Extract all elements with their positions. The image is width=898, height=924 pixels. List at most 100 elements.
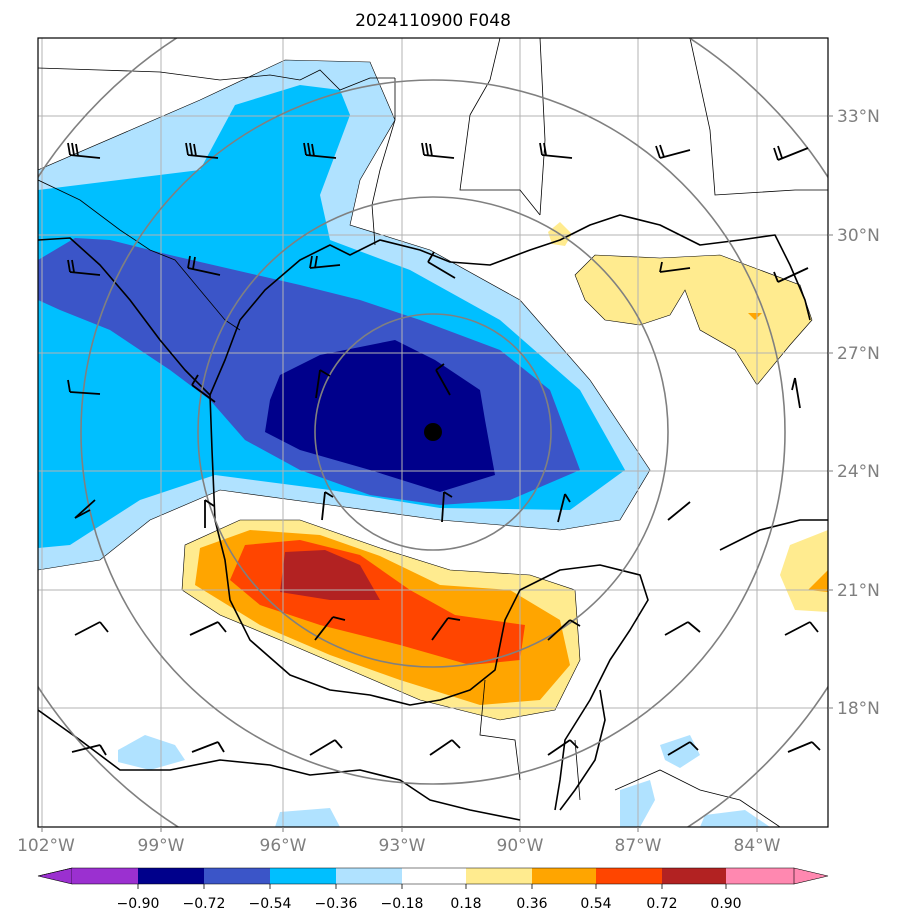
wind-barb — [427, 251, 456, 279]
shade-firebrick — [280, 550, 380, 600]
map-area — [38, 38, 828, 827]
wind-barbs — [67, 142, 821, 756]
colorbar-bin — [662, 868, 726, 884]
colorbar-bin — [72, 868, 138, 884]
wind-barb — [667, 741, 699, 756]
map-title: 2024110900 F048 — [355, 11, 511, 31]
border-tx-ok — [38, 67, 395, 91]
wind-barb — [315, 369, 331, 399]
shade-dark-navy — [265, 340, 495, 492]
wind-barb — [185, 142, 219, 159]
coastline-gulf — [38, 214, 811, 396]
wind-barb — [787, 741, 821, 753]
colorbar-bin — [138, 868, 204, 884]
wind-barb — [321, 491, 334, 521]
wind-barb — [435, 363, 451, 396]
colorbar-tick-label: 0.54 — [580, 896, 611, 912]
wind-barb — [309, 255, 341, 269]
border-mexico-us — [38, 179, 241, 331]
state-borders — [38, 38, 828, 827]
shade-yellow-east — [780, 530, 828, 612]
colorbar-under-arrow — [37, 867, 73, 885]
wind-barb — [655, 144, 691, 159]
wind-barb — [791, 377, 801, 409]
range-rings — [38, 38, 828, 827]
wind-barb — [303, 142, 337, 159]
colorbar-tick-label: −0.90 — [117, 896, 160, 912]
wind-barb — [191, 741, 225, 753]
colorbar-bin — [532, 868, 596, 884]
lon-label-96w: 96°W — [260, 836, 307, 856]
wind-barb — [547, 619, 581, 641]
wind-barb — [309, 739, 343, 756]
shade-orange-ne — [748, 313, 762, 320]
coastline-cuba — [719, 519, 828, 551]
colorbar-tick-label: 0.72 — [646, 896, 677, 912]
lat-label-24n: 24°N — [837, 462, 880, 482]
border-al-ga — [689, 38, 828, 196]
shade-orange-east — [808, 570, 828, 592]
wind-barb — [187, 255, 221, 276]
lon-label-93w: 93°W — [379, 836, 426, 856]
wind-barb — [67, 259, 101, 276]
lon-label-99w: 99°W — [138, 836, 185, 856]
range-ring-3 — [80, 79, 786, 785]
colorbar-tick-label: −0.18 — [381, 896, 424, 912]
wind-barb — [204, 499, 215, 528]
wind-barb — [659, 261, 691, 273]
colorbar: −0.90 −0.72 −0.54 −0.36 −0.18 0.18 0.36 … — [37, 867, 829, 912]
wind-barb — [441, 491, 453, 523]
wind-barb — [773, 267, 809, 283]
colorbar-tick-label: 0.18 — [450, 896, 481, 912]
border-honduras — [614, 769, 781, 827]
colorbar-over-arrow — [793, 867, 829, 885]
shade-light-blue-s — [275, 808, 340, 827]
wind-barb — [664, 621, 701, 636]
colorbar-bin — [726, 868, 794, 884]
lat-label-33n: 33°N — [837, 107, 880, 127]
lat-label-21n: 21°N — [837, 581, 880, 601]
colorbar-tick-label: −0.54 — [249, 896, 292, 912]
wind-barb — [784, 621, 819, 636]
border-belize — [574, 739, 581, 801]
colorbar-bin — [270, 868, 336, 884]
wind-barb — [667, 501, 691, 521]
coastline-mexico — [209, 394, 649, 811]
map-frame — [37, 37, 829, 828]
coastline-central-america — [38, 709, 521, 821]
wind-barb — [74, 499, 96, 519]
wind-barb — [431, 617, 461, 641]
storm-center-marker — [424, 423, 442, 441]
range-ring-1 — [314, 313, 552, 551]
colorbar-tick-label: 0.36 — [516, 896, 547, 912]
coastline-yucatan-east — [559, 689, 606, 811]
border-ms-al — [539, 38, 546, 216]
wind-barb — [67, 379, 101, 395]
coastlines — [38, 214, 828, 821]
lon-label-84w: 84°W — [734, 836, 781, 856]
border-la-ms — [459, 114, 541, 216]
wind-barb — [189, 621, 227, 636]
wind-barb — [67, 142, 101, 159]
lat-label-27n: 27°N — [837, 344, 880, 364]
colorbar-tick-label: 0.90 — [710, 896, 741, 912]
colorbar-bin — [596, 868, 662, 884]
longitude-labels: 102°W 99°W 96°W 93°W 90°W 87°W 84°W — [17, 827, 781, 856]
shade-light-blue-sw — [118, 735, 185, 770]
wind-barb — [74, 621, 109, 636]
colorbar-bin — [204, 868, 270, 884]
wind-barb — [547, 739, 579, 756]
lon-label-90w: 90°W — [497, 836, 544, 856]
border-mexico-guatemala — [479, 679, 521, 781]
colorbar-tick-label: −0.36 — [315, 896, 358, 912]
shade-light-blue-se3 — [700, 810, 770, 827]
wind-barb — [429, 739, 461, 756]
wind-barb — [421, 142, 455, 159]
border-tx-la — [371, 78, 396, 246]
colorbar-tick-label: −0.72 — [183, 896, 226, 912]
colorbar-bin — [466, 868, 532, 884]
border-ms-north — [469, 38, 501, 116]
range-ring-2 — [197, 196, 669, 668]
wind-barb — [71, 744, 107, 756]
